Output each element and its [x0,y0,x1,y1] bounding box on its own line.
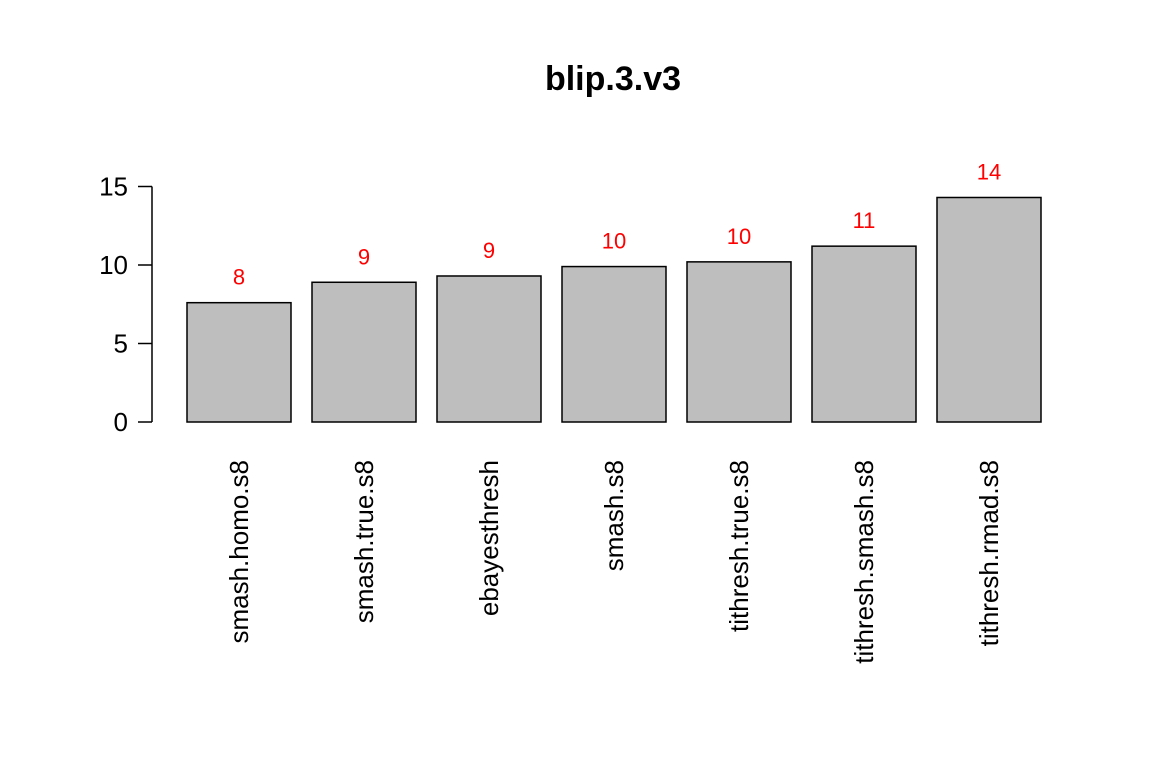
category-label: smash.true.s8 [349,460,379,623]
y-tick-label: 10 [99,250,128,280]
bars [186,196,1042,423]
bar [811,245,917,423]
category-label: smash.s8 [599,460,629,571]
chart-title: blip.3.v3 [545,60,681,98]
data-label: 9 [483,238,495,263]
y-tick-label: 0 [114,407,128,437]
data-label: 8 [233,265,245,290]
category-label: smash.homo.s8 [224,460,254,644]
data-label: 14 [977,159,1001,184]
data-label: 10 [602,229,626,254]
bar [311,281,417,423]
bar [436,275,542,423]
bar [561,265,667,423]
category-label: tithresh.rmad.s8 [974,460,1004,646]
data-label: 10 [727,224,751,249]
bar [186,301,292,423]
y-tick-label: 5 [114,329,128,359]
bar [686,261,792,423]
category-label: tithresh.smash.s8 [849,460,879,664]
data-labels: 8 9 9 10 10 11 14 [233,159,1001,289]
bar [936,196,1042,423]
data-label: 9 [358,244,370,269]
data-label: 11 [853,208,876,233]
category-labels: smash.homo.s8 smash.true.s8 ebayesthresh sm… [224,460,1004,664]
y-tick-label: 15 [99,172,128,202]
category-label: ebayesthresh [474,460,504,616]
category-label: tithresh.true.s8 [724,460,754,632]
y-axis: 0 5 10 15 [99,172,153,437]
